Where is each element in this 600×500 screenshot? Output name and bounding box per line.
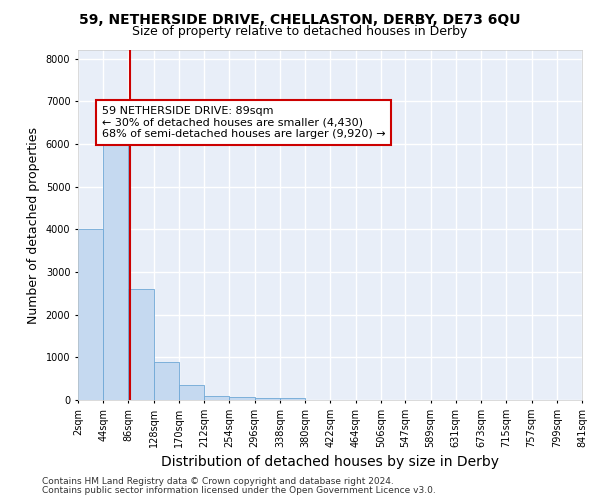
- Text: 59 NETHERSIDE DRIVE: 89sqm
← 30% of detached houses are smaller (4,430)
68% of s: 59 NETHERSIDE DRIVE: 89sqm ← 30% of deta…: [102, 106, 386, 139]
- Y-axis label: Number of detached properties: Number of detached properties: [27, 126, 40, 324]
- X-axis label: Distribution of detached houses by size in Derby: Distribution of detached houses by size …: [161, 456, 499, 469]
- Bar: [229, 396, 254, 400]
- Bar: [128, 289, 154, 400]
- Bar: [154, 362, 179, 400]
- Bar: [204, 396, 229, 400]
- Text: Contains public sector information licensed under the Open Government Licence v3: Contains public sector information licen…: [42, 486, 436, 495]
- Bar: [254, 398, 280, 400]
- Bar: [103, 118, 128, 400]
- Bar: [78, 230, 103, 400]
- Bar: [179, 385, 204, 400]
- Bar: [280, 398, 305, 400]
- Text: Size of property relative to detached houses in Derby: Size of property relative to detached ho…: [133, 25, 467, 38]
- Text: 59, NETHERSIDE DRIVE, CHELLASTON, DERBY, DE73 6QU: 59, NETHERSIDE DRIVE, CHELLASTON, DERBY,…: [79, 12, 521, 26]
- Text: Contains HM Land Registry data © Crown copyright and database right 2024.: Contains HM Land Registry data © Crown c…: [42, 477, 394, 486]
